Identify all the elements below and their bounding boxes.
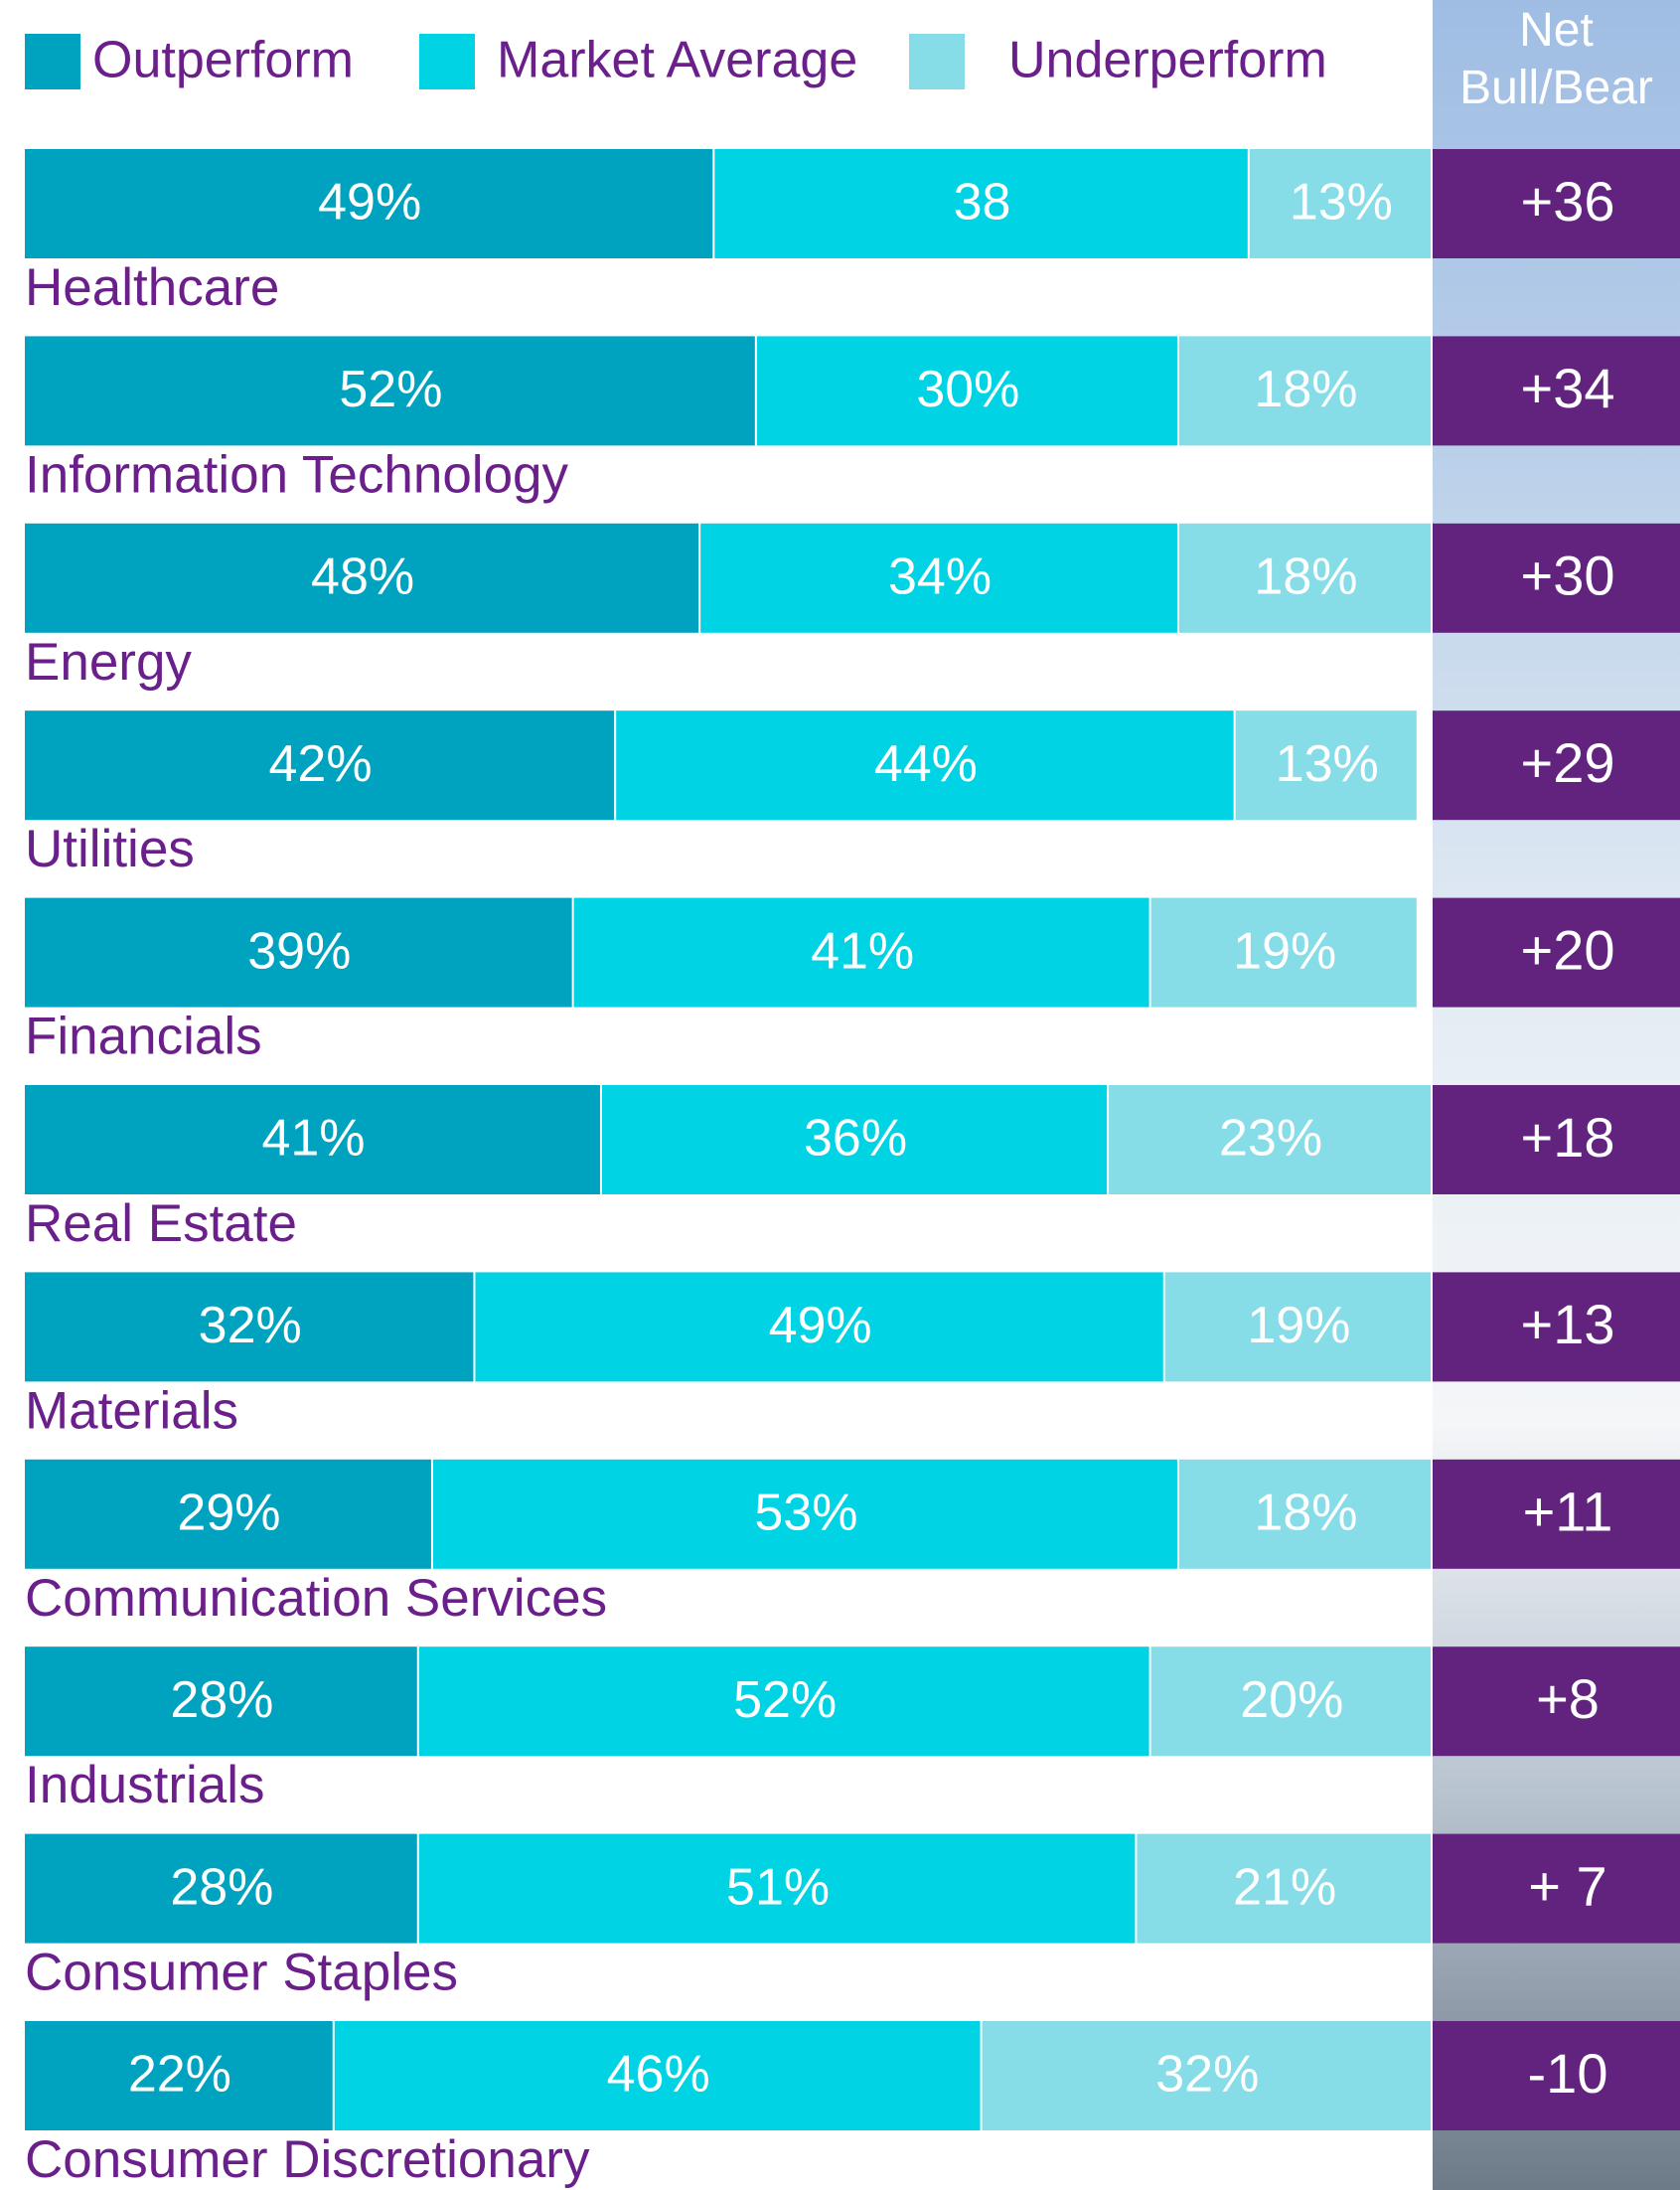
net-label: +18 bbox=[1521, 1106, 1615, 1169]
net-label: +29 bbox=[1521, 731, 1615, 794]
value-label: 52% bbox=[339, 361, 442, 418]
value-label: 19% bbox=[1247, 1297, 1350, 1354]
value-label: 53% bbox=[754, 1485, 857, 1542]
category-label: Energy bbox=[25, 633, 192, 692]
legend-swatch bbox=[909, 34, 965, 89]
value-label: 20% bbox=[1240, 1671, 1343, 1729]
net-title: Net Bull/Bear bbox=[1433, 0, 1680, 151]
value-label: 29% bbox=[177, 1485, 280, 1542]
value-label: 30% bbox=[916, 361, 1019, 418]
legend-swatch bbox=[419, 34, 475, 89]
value-label: 28% bbox=[170, 1858, 273, 1916]
value-label: 18% bbox=[1254, 1485, 1357, 1542]
value-label: 51% bbox=[726, 1858, 830, 1916]
value-label: 19% bbox=[1233, 922, 1336, 980]
chart-svg: Outperform Market Average Underperform 49% 3… bbox=[0, 0, 1680, 2190]
value-label: 49% bbox=[318, 174, 421, 232]
value-label: 41% bbox=[261, 1110, 365, 1168]
value-label: 34% bbox=[888, 548, 992, 606]
value-label: 49% bbox=[769, 1297, 872, 1354]
value-label: 32% bbox=[1155, 2046, 1259, 2104]
value-label: 28% bbox=[170, 1671, 273, 1729]
net-label: +8 bbox=[1536, 1667, 1600, 1730]
value-label: 13% bbox=[1276, 735, 1379, 793]
value-label: 39% bbox=[247, 922, 351, 980]
category-label: Financials bbox=[25, 1008, 262, 1066]
value-label: 21% bbox=[1233, 1858, 1336, 1916]
category-label: Consumer Discretionary bbox=[25, 2130, 590, 2189]
chart: Outperform Market Average Underperform 49% 3… bbox=[0, 0, 1680, 2190]
value-label: 22% bbox=[128, 2046, 231, 2104]
net-label: +20 bbox=[1521, 918, 1615, 981]
value-label: 48% bbox=[311, 548, 414, 606]
category-label: Healthcare bbox=[25, 258, 279, 317]
category-label: Industrials bbox=[25, 1756, 265, 1814]
value-label: 18% bbox=[1254, 361, 1357, 418]
value-label: 13% bbox=[1290, 174, 1393, 232]
value-label: 46% bbox=[607, 2046, 710, 2104]
category-label: Information Technology bbox=[25, 445, 569, 504]
legend-label: Market Average bbox=[497, 32, 857, 89]
net-label: +13 bbox=[1521, 1293, 1615, 1355]
category-label: Utilities bbox=[25, 820, 195, 878]
net-label: +36 bbox=[1521, 170, 1615, 233]
category-label: Real Estate bbox=[25, 1194, 297, 1253]
category-label: Materials bbox=[25, 1381, 238, 1440]
value-label: 52% bbox=[733, 1671, 837, 1729]
legend-swatch bbox=[25, 34, 80, 89]
net-label: +34 bbox=[1521, 357, 1615, 419]
net-label: +11 bbox=[1523, 1481, 1613, 1543]
category-label: Communication Services bbox=[25, 1569, 607, 1628]
legend-label: Outperform bbox=[92, 32, 354, 89]
value-label: 36% bbox=[804, 1110, 907, 1168]
net-label: +30 bbox=[1521, 545, 1615, 607]
value-label: 23% bbox=[1219, 1110, 1322, 1168]
value-label: 32% bbox=[199, 1297, 302, 1354]
net-label: + 7 bbox=[1528, 1854, 1606, 1917]
value-label: 42% bbox=[269, 735, 373, 793]
value-label: 38 bbox=[954, 174, 1011, 232]
net-label: -10 bbox=[1528, 2042, 1608, 2105]
value-label: 44% bbox=[874, 735, 978, 793]
value-label: 18% bbox=[1254, 548, 1357, 606]
category-label: Consumer Staples bbox=[25, 1944, 458, 2002]
legend-label: Underperform bbox=[1008, 32, 1327, 89]
value-label: 41% bbox=[811, 922, 914, 980]
